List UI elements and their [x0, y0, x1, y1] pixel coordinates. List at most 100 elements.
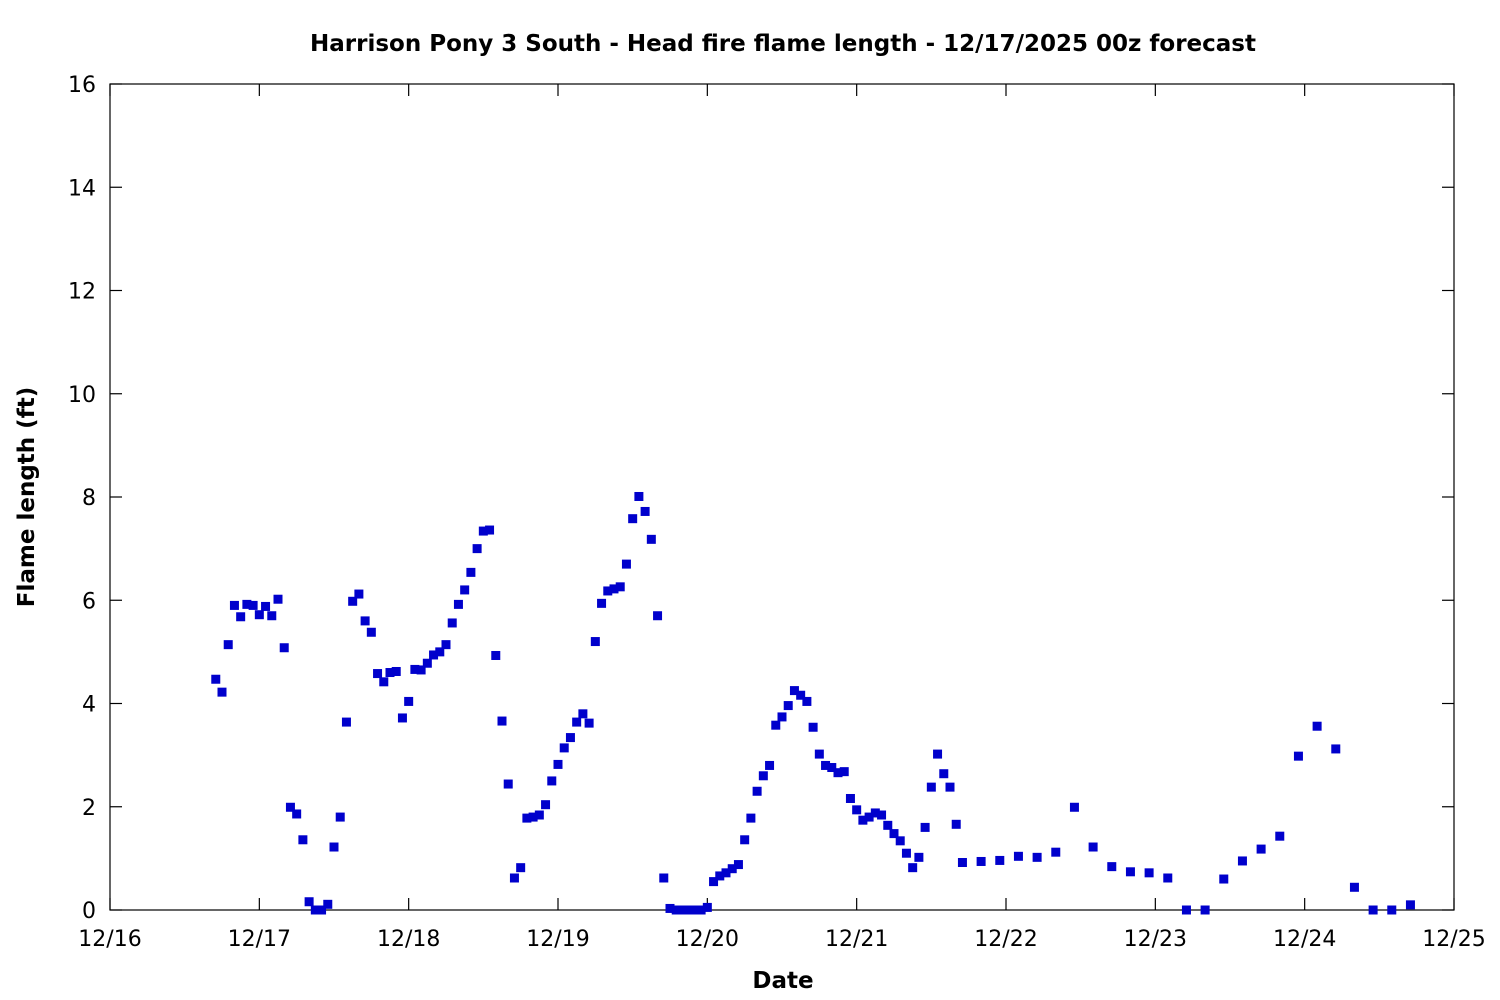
plot-frame: [109, 83, 1455, 911]
data-point: [877, 810, 887, 820]
data-point: [472, 544, 482, 554]
data-point: [783, 701, 793, 711]
data-point: [1069, 802, 1079, 812]
data-point: [273, 594, 283, 604]
data-point: [721, 868, 731, 878]
data-point: [410, 664, 420, 674]
data-point: [404, 696, 414, 706]
y-tick-label: 16: [68, 73, 96, 98]
data-point: [858, 815, 868, 825]
data-point: [254, 610, 264, 620]
data-point: [397, 713, 407, 723]
data-point: [317, 905, 327, 915]
data-point: [534, 810, 544, 820]
data-point: [379, 677, 389, 687]
data-point: [1051, 847, 1061, 857]
data-point: [740, 835, 750, 845]
data-point: [285, 802, 295, 812]
data-point: [621, 559, 631, 569]
data-point: [584, 718, 594, 728]
data-point: [485, 525, 495, 535]
data-point: [279, 643, 289, 653]
data-point: [304, 897, 314, 907]
data-point: [366, 627, 376, 637]
data-point: [261, 601, 271, 611]
data-point: [901, 848, 911, 858]
data-point: [1107, 862, 1117, 872]
data-point: [553, 759, 563, 769]
data-point: [771, 720, 781, 730]
data-point: [733, 860, 743, 870]
data-point: [1200, 905, 1210, 915]
data-point: [460, 585, 470, 595]
data-point: [528, 812, 538, 822]
data-point: [634, 491, 644, 501]
data-point: [615, 582, 625, 592]
y-tick-label: 2: [82, 796, 96, 821]
data-point: [422, 658, 432, 668]
x-tick-label: 12/17: [228, 927, 291, 952]
y-tick-label: 8: [82, 486, 96, 511]
data-point: [758, 771, 768, 781]
data-point: [223, 640, 233, 650]
data-point: [229, 600, 239, 610]
data-point: [466, 567, 476, 577]
data-point: [789, 686, 799, 696]
data-point: [248, 600, 258, 610]
data-point: [957, 858, 967, 868]
data-point: [1219, 874, 1229, 884]
data-point: [777, 712, 787, 722]
data-point: [677, 905, 687, 915]
data-point: [1349, 882, 1359, 892]
data-point: [429, 650, 439, 660]
data-point: [1331, 744, 1341, 754]
x-tick-label: 12/24: [1273, 927, 1336, 952]
data-point: [242, 599, 252, 609]
x-tick-label: 12/25: [1422, 927, 1485, 952]
data-point: [827, 763, 837, 773]
data-point: [503, 779, 513, 789]
data-point: [292, 809, 302, 819]
data-point: [217, 687, 227, 697]
data-point: [684, 905, 694, 915]
data-point: [1256, 844, 1266, 854]
data-point: [1387, 905, 1397, 915]
data-point: [883, 820, 893, 830]
data-point: [416, 665, 426, 675]
data-point: [267, 611, 277, 621]
data-point: [236, 612, 246, 622]
data-point: [509, 873, 519, 883]
data-point: [310, 905, 320, 915]
data-point: [441, 640, 451, 650]
y-axis: 0 2 4 6 8 10 12 14 16: [68, 73, 1454, 924]
data-point: [821, 760, 831, 770]
x-tick-label: 12/19: [526, 927, 589, 952]
data-point: [727, 864, 737, 874]
data-point: [939, 769, 949, 779]
data-point: [926, 782, 936, 792]
data-point: [516, 863, 526, 873]
data-point: [833, 768, 843, 778]
data-point: [702, 902, 712, 912]
data-point: [335, 812, 345, 822]
x-tick-label: 12/16: [78, 927, 141, 952]
data-point: [920, 822, 930, 832]
data-point: [945, 782, 955, 792]
data-point: [640, 506, 650, 516]
data-point: [765, 760, 775, 770]
data-point: [796, 690, 806, 700]
data-point: [659, 873, 669, 883]
x-tick-label: 12/21: [825, 927, 888, 952]
data-point: [491, 650, 501, 660]
data-point: [609, 584, 619, 594]
data-point: [1088, 842, 1098, 852]
data-point: [1368, 905, 1378, 915]
data-point: [341, 717, 351, 727]
data-point: [1293, 751, 1303, 761]
x-tick-label: 12/18: [377, 927, 440, 952]
data-point: [478, 526, 488, 536]
data-point: [354, 589, 364, 599]
data-point: [298, 835, 308, 845]
data-point: [559, 743, 569, 753]
